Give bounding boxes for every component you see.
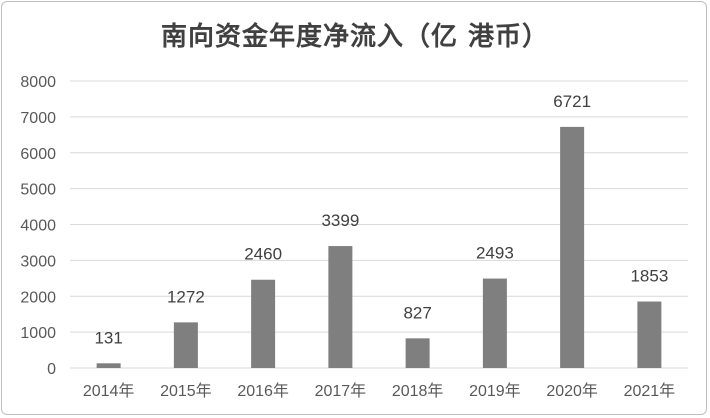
y-axis-ticks: 0 1000 2000 3000 4000 5000 6000 7000 8000 (20, 74, 56, 378)
y-tick-label: 0 (47, 361, 56, 378)
y-tick-label: 3000 (20, 253, 56, 270)
gridlines (70, 80, 688, 369)
x-tick-label: 2017年 (315, 382, 367, 400)
bar (560, 126, 585, 368)
data-label: 6721 (553, 92, 591, 111)
x-axis-ticks: 2014年 2015年 2016年 2017年 2018年 2019年 2020年 2021年 (83, 382, 675, 400)
x-tick-label: 2020年 (546, 382, 598, 400)
chart-title: 南向资金年度净流入（亿 港币） (160, 22, 550, 52)
data-label: 2493 (476, 244, 514, 263)
data-label: 2460 (244, 245, 282, 264)
bar (405, 338, 430, 368)
x-tick-label: 2014年 (83, 382, 135, 400)
y-tick-label: 5000 (20, 182, 56, 199)
data-labels: 131 1272 2460 3399 827 2493 6721 1853 (94, 92, 668, 347)
data-label: 1853 (630, 267, 668, 286)
x-tick-label: 2016年 (237, 382, 289, 400)
x-tick-label: 2019年 (469, 382, 521, 400)
data-label: 3399 (321, 211, 359, 230)
data-label: 131 (94, 328, 122, 347)
x-tick-label: 2021年 (624, 382, 676, 400)
x-tick-label: 2015年 (160, 382, 212, 400)
bar (328, 246, 353, 368)
y-tick-label: 4000 (20, 218, 56, 235)
x-tick-label: 2018年 (392, 382, 444, 400)
data-label: 1272 (167, 287, 205, 306)
y-tick-label: 1000 (20, 325, 56, 342)
bar (96, 363, 121, 368)
y-tick-label: 8000 (20, 74, 56, 91)
y-tick-label: 2000 (20, 289, 56, 306)
bar (251, 279, 276, 368)
y-tick-label: 7000 (20, 110, 56, 127)
bar (482, 278, 507, 368)
y-tick-label: 6000 (20, 146, 56, 163)
bar (637, 301, 662, 368)
bars (96, 126, 662, 368)
bar (173, 322, 198, 368)
data-label: 827 (403, 303, 431, 322)
